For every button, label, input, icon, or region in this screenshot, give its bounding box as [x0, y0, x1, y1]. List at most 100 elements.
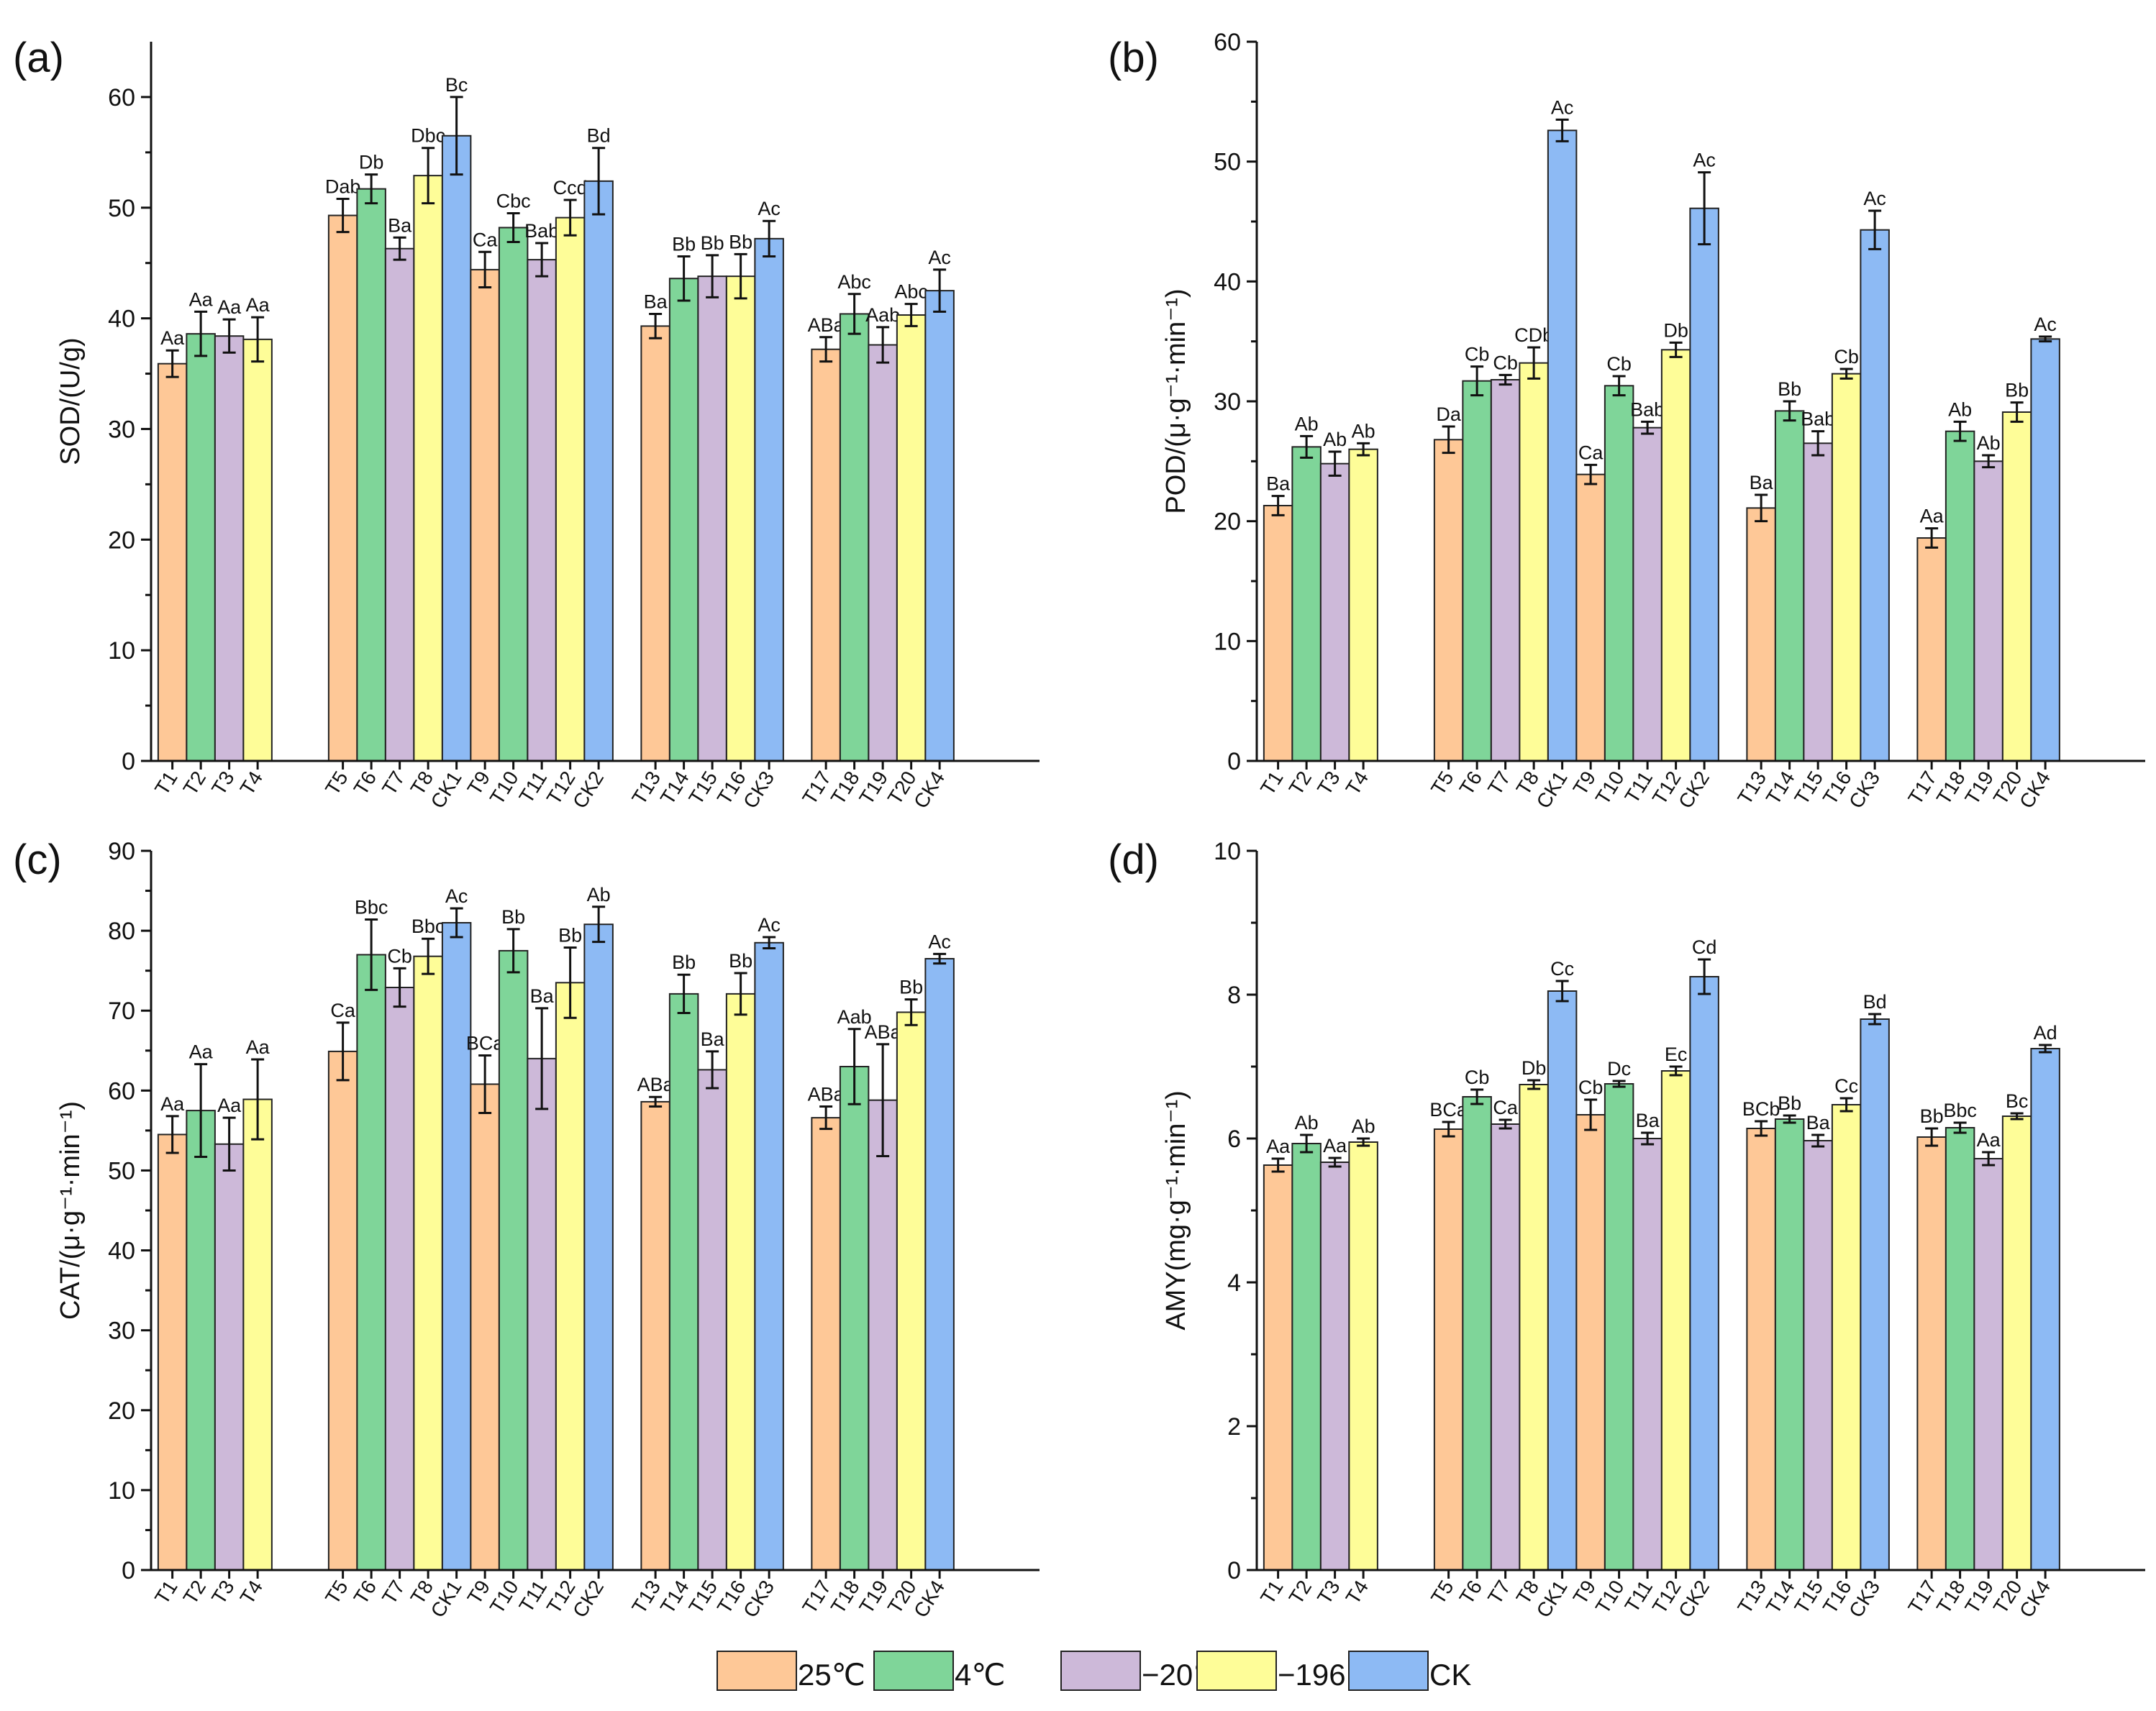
legend-swatch	[873, 1651, 954, 1691]
x-tick-label: T10	[486, 1577, 523, 1618]
legend-label: 4℃	[955, 1658, 1006, 1692]
significance-label: Cb	[1493, 352, 1518, 373]
x-tick-label: CK2	[1674, 767, 1714, 813]
bar	[356, 954, 386, 1571]
bar	[697, 1069, 727, 1571]
bar	[811, 348, 841, 762]
significance-label: Cc	[1834, 1075, 1858, 1097]
x-tick-label: T1	[150, 767, 182, 799]
bar	[1860, 1018, 1890, 1571]
bar	[839, 1066, 870, 1571]
bar	[754, 237, 784, 762]
y-tick-label: 40	[108, 1238, 135, 1265]
significance-label: ABa	[865, 1021, 902, 1043]
bar	[1916, 1136, 1947, 1571]
x-tick-label: T3	[1313, 767, 1345, 799]
significance-label: Bd	[1863, 991, 1887, 1013]
chart-panel-2: (b)BaT1AbT2AbT3AbT4DaT5CbT6CbT7CDbT8AcCK…	[1108, 29, 2145, 812]
legend-swatch	[717, 1651, 797, 1691]
bar	[1547, 129, 1578, 762]
bar	[1746, 1128, 1776, 1571]
significance-label: Ab	[1352, 420, 1375, 442]
y-tick-label: 30	[108, 416, 135, 443]
bar	[527, 259, 557, 762]
significance-label: Bb	[2005, 380, 2029, 401]
significance-label: Db	[1522, 1057, 1547, 1079]
x-tick-label: T4	[1342, 1577, 1373, 1608]
significance-label: Aa	[160, 327, 185, 349]
x-tick-label: T5	[1427, 767, 1458, 799]
x-tick-label: T4	[236, 767, 268, 799]
significance-label: Dc	[1607, 1058, 1631, 1080]
y-tick-label: 0	[122, 748, 135, 775]
x-tick-label: T15	[684, 1577, 722, 1618]
bar	[498, 227, 529, 762]
bar	[327, 214, 358, 762]
y-tick-label: 60	[108, 1077, 135, 1105]
bar	[2001, 1115, 2032, 1571]
y-tick-label: 0	[1227, 748, 1241, 775]
significance-label: Bb	[701, 232, 724, 254]
y-axis-label: AMY(mg·g⁻¹·min⁻¹)	[1161, 1090, 1191, 1331]
x-tick-label: CK2	[568, 1577, 608, 1622]
bar	[2030, 1048, 2060, 1571]
y-axis-label: POD/(μ·g⁻¹·min⁻¹)	[1161, 288, 1191, 514]
significance-label: Cbc	[496, 190, 531, 211]
x-tick-label: T1	[150, 1577, 182, 1608]
bar	[242, 1098, 273, 1571]
bar	[1945, 1127, 1975, 1571]
x-tick-label: T18	[827, 767, 864, 808]
significance-label: Ba	[1636, 1110, 1660, 1131]
y-tick-label: 60	[108, 84, 135, 111]
bar	[725, 993, 756, 1571]
significance-label: Ca	[1493, 1097, 1518, 1118]
bar	[1973, 460, 2003, 762]
x-tick-label: CK3	[739, 1577, 778, 1622]
y-tick-label: 40	[108, 306, 135, 333]
bar	[1831, 1104, 1862, 1571]
bar	[583, 180, 614, 762]
significance-label: Bab	[1630, 398, 1665, 420]
bar	[1433, 1128, 1464, 1571]
panel-label: (a)	[13, 35, 64, 81]
x-tick-label: CK4	[2015, 767, 2055, 813]
x-tick-label: CK1	[1532, 767, 1572, 813]
significance-label: BCb	[1742, 1098, 1780, 1120]
significance-label: Ba	[644, 291, 668, 312]
significance-label: Da	[1436, 403, 1461, 425]
bar	[555, 982, 586, 1571]
x-tick-label: T6	[350, 1577, 381, 1608]
x-tick-label: CK3	[1845, 767, 1884, 813]
x-tick-label: T11	[1620, 767, 1657, 808]
significance-label: Ac	[1863, 188, 1886, 209]
bar	[356, 188, 386, 762]
significance-label: Bab	[524, 220, 559, 242]
significance-label: Ca	[330, 1000, 355, 1021]
legend-swatch	[1348, 1651, 1429, 1691]
y-tick-label: 30	[1214, 388, 1241, 416]
significance-label: Cc	[1550, 958, 1574, 980]
bar	[640, 1100, 670, 1571]
significance-label: Ad	[2034, 1022, 2057, 1044]
legend-swatch	[1196, 1651, 1277, 1691]
x-tick-label: T13	[627, 767, 665, 808]
bar	[2030, 338, 2060, 762]
x-tick-label: T5	[1427, 1577, 1458, 1608]
bar	[1319, 462, 1350, 762]
legend-label: CK	[1429, 1658, 1471, 1692]
bar	[1462, 1096, 1492, 1571]
bar	[157, 362, 188, 762]
x-tick-label: T3	[1313, 1577, 1345, 1608]
x-tick-label: T6	[350, 767, 381, 799]
x-tick-label: T15	[684, 767, 722, 808]
panel-label: (d)	[1108, 836, 1159, 883]
significance-label: Ba	[1266, 473, 1291, 495]
x-tick-label: T14	[656, 1577, 693, 1618]
significance-label: Aa	[160, 1093, 185, 1115]
bar	[668, 993, 699, 1571]
significance-label: Ac	[1693, 150, 1716, 171]
significance-label: Cb	[387, 945, 412, 967]
significance-label: Bbc	[1943, 1100, 1977, 1121]
chart-panel-1: (a)AaT1AaT2AaT3AaT4DabT5DbT6BaT7DbcT8BcC…	[13, 35, 1040, 812]
significance-label: Bb	[729, 950, 752, 972]
